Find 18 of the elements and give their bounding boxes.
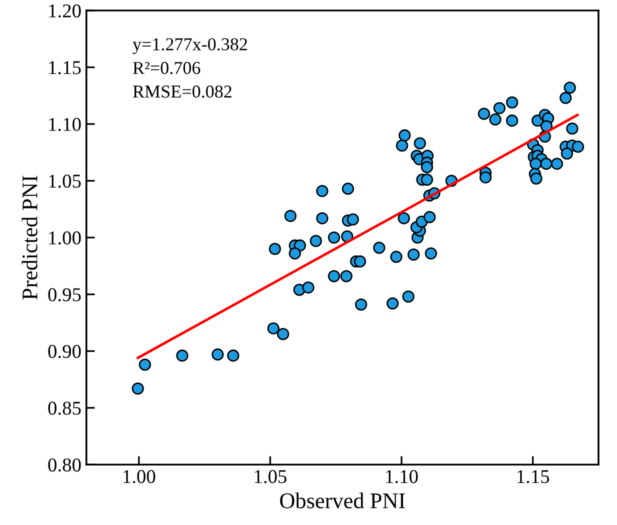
y-tick-label: 0.85 <box>48 402 81 415</box>
y-axis-title: Predicted PNI <box>22 176 38 300</box>
x-tick-label: 1.00 <box>124 470 156 484</box>
x-tick-label: 1.05 <box>254 470 286 484</box>
y-tick-label: 0.90 <box>48 344 81 358</box>
x-tick-label: 1.10 <box>386 470 418 484</box>
x-axis-title: Observed PNI <box>280 492 405 508</box>
annotation: R²=0.706 <box>132 62 200 74</box>
y-tick-label: 0.80 <box>48 458 81 472</box>
y-tick-label: 0.95 <box>48 288 81 302</box>
x-tick-label: 1.15 <box>518 470 550 484</box>
y-tick-label: 1.10 <box>49 118 81 132</box>
y-tick-label: 1.00 <box>49 231 81 245</box>
y-tick-label: 1.05 <box>49 174 81 188</box>
y-tick-label: 1.20 <box>49 4 81 18</box>
annotation: RMSE=0.082 <box>132 86 232 98</box>
annotation: y=1.277x-0.382 <box>132 38 247 54</box>
y-tick-label: 1.15 <box>49 61 81 74</box>
